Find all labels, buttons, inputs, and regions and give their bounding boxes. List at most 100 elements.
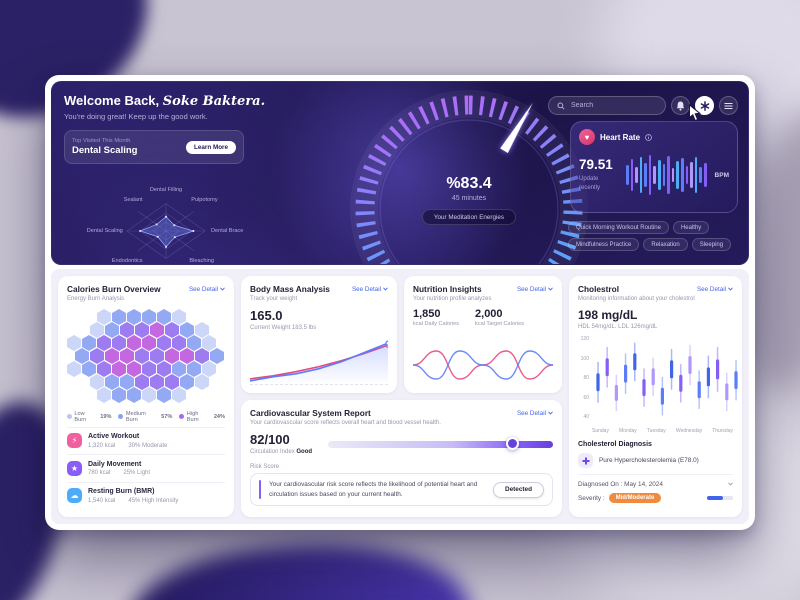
body-mass-value: 165.0 [250, 308, 283, 323]
chevron-down-icon [548, 287, 553, 291]
diagnosed-on-text: Diagnosed On : May 14, 2024 [578, 480, 663, 488]
legend-dot [179, 414, 185, 419]
body-mass-chart [250, 340, 388, 385]
calories-card-subtitle: Energy Burn Analysis [67, 296, 125, 302]
radar-label: Dental Brace [211, 228, 244, 234]
top-visited-title: Dental Scaling [72, 145, 138, 156]
severity-progress-fill [707, 496, 723, 500]
legend-dot [67, 414, 72, 419]
heart-rate-value: 79.51 [579, 157, 613, 173]
welcome-subtitle: You're doing great! Keep up the good wor… [64, 112, 208, 121]
see-detail-label: See Detail [351, 285, 381, 293]
top-visited-texts: Top Visited This Month Dental Scaling [72, 138, 137, 156]
dashboard-content: Calories Burn Overview See Detail Energy… [51, 269, 749, 524]
burn-row-icon: ⚡ [67, 433, 82, 448]
radar-label: Sealant [123, 197, 143, 203]
middle-column: Body Mass Analysis See Detail Track your… [241, 276, 562, 517]
cholesterol-y-axis: 120 100 80 60 40 [578, 336, 589, 420]
cholesterol-subtitle: Monitoring information about your choles… [578, 296, 695, 302]
radar-label: Bleaching [189, 258, 214, 264]
burn-row-title: Daily Movement [88, 460, 142, 468]
see-detail-label: See Detail [188, 285, 218, 293]
user-name: Soke Baktera. [162, 94, 266, 109]
burn-row-kcal: 780 kcal [88, 470, 111, 476]
circulation-index-status: Good [296, 449, 313, 455]
burn-row-kcal: 1,540 kcal [88, 497, 116, 504]
tag-chip[interactable]: Mindfulness Practice [568, 238, 640, 251]
mouse-cursor [689, 104, 702, 122]
chevron-down-icon[interactable] [728, 482, 733, 486]
activity-tags: Quick Morning Workout Routine Healthy Mi… [568, 221, 738, 251]
circulation-slider[interactable] [328, 437, 553, 451]
severity-progress [707, 496, 733, 500]
medical-plus-icon [582, 457, 589, 464]
search-input[interactable] [569, 101, 653, 110]
legend-label: Medium Burn [125, 410, 146, 423]
risk-accent-bar [259, 480, 261, 500]
cardio-score: 82/100 [250, 432, 290, 447]
calories-card-title: Calories Burn Overview [67, 284, 161, 294]
cholesterol-sub-value: HDL 54mg/dL. LDL 126mg/dL [578, 324, 658, 330]
chevron-down-icon [220, 287, 225, 291]
info-icon [645, 133, 652, 141]
target-calories-stat: 2,000 kcal Target Calories [475, 308, 524, 327]
see-detail-label: See Detail [696, 285, 726, 293]
nutrition-title: Nutrition Insights [413, 284, 482, 294]
gauge-value: %83.4 [446, 175, 492, 192]
burn-row-icon: ★ [67, 460, 82, 476]
medical-asterisk-icon [700, 100, 709, 111]
cholesterol-candles [596, 342, 738, 416]
notifications-button[interactable] [671, 96, 690, 115]
medical-services-button[interactable] [695, 96, 714, 115]
cholesterol-see-detail-link[interactable]: See Detail [697, 286, 733, 293]
tag-chip[interactable]: Relaxation [643, 238, 688, 251]
circulation-index-label: Circulation Index [250, 449, 295, 455]
legend-item: Low Burn 19% [67, 411, 111, 423]
chevron-down-icon [728, 287, 733, 291]
nutrition-subtitle: Your nutrition profile analyzes [413, 296, 492, 302]
tag-chip[interactable]: Quick Morning Workout Routine [568, 221, 669, 234]
burn-list: ⚡ Active Workout 1,320 kcal 30% Moderate … [67, 426, 225, 510]
body-mass-subtitle: Track your weight [250, 296, 298, 302]
diagnosis-section-label: Cholesterol Diagnosis [578, 441, 652, 448]
detected-badge[interactable]: Detected [493, 481, 544, 498]
body-mass-card: Body Mass Analysis See Detail Track your… [241, 276, 397, 393]
day-tick: Monday [618, 428, 637, 434]
calories-see-detail-link[interactable]: See Detail [189, 286, 225, 293]
health-dashboard-window: Welcome Back, Soke Baktera. You're doing… [45, 75, 755, 530]
burn-row-title: Resting Burn (BMR) [88, 488, 155, 495]
hamburger-menu-icon [724, 102, 733, 109]
y-tick: 40 [583, 414, 589, 420]
burn-row-title: Active Workout [88, 433, 140, 440]
daily-calories-label: kcal Daily Calories [413, 321, 460, 327]
burn-row-daily-movement: ★ Daily Movement 780 kcal 25% Light [67, 454, 225, 482]
slider-handle[interactable] [505, 437, 519, 450]
top-visited-card: Top Visited This Month Dental Scaling Le… [64, 130, 244, 164]
heart-rate-title: Heart Rate [600, 132, 641, 142]
body-mass-see-detail-link[interactable]: See Detail [352, 286, 388, 293]
diagnosed-on-row: Diagnosed On : May 14, 2024 [578, 481, 733, 488]
legend-label: Low Burn [74, 410, 87, 423]
burn-row-icon: ☁ [67, 488, 82, 503]
hero-left-column: Welcome Back, Soke Baktera. You're doing… [64, 93, 274, 264]
menu-button[interactable] [719, 96, 738, 115]
see-detail-label: See Detail [516, 285, 546, 293]
slider-track [328, 440, 553, 448]
severity-badge: Mid/Moderate [608, 493, 662, 503]
meditation-energies-button[interactable]: Your Meditation Energies [421, 209, 517, 225]
cardio-see-detail-link[interactable]: See Detail [517, 410, 553, 417]
y-tick: 120 [580, 336, 589, 342]
heart-rate-header: ♥ Heart Rate [579, 129, 729, 145]
tag-chip[interactable]: Healthy [672, 221, 710, 234]
tag-chip[interactable]: Sleeping [691, 238, 732, 251]
search-box[interactable] [548, 96, 666, 115]
nutrition-see-detail-link[interactable]: See Detail [517, 286, 553, 293]
learn-more-button[interactable]: Learn More [186, 140, 236, 154]
y-tick: 60 [583, 394, 589, 401]
risk-score-box: Your cardiovascular risk score reflects … [250, 473, 553, 507]
bg-shape [124, 530, 476, 600]
daily-calories-stat: 1,850 kcal Daily Calories [413, 308, 459, 327]
burn-row-level: 25% Light [123, 470, 151, 476]
day-tick: Wednesday [675, 428, 703, 434]
nutrition-stats: 1,850 kcal Daily Calories 2,000 kcal Tar… [413, 308, 553, 327]
